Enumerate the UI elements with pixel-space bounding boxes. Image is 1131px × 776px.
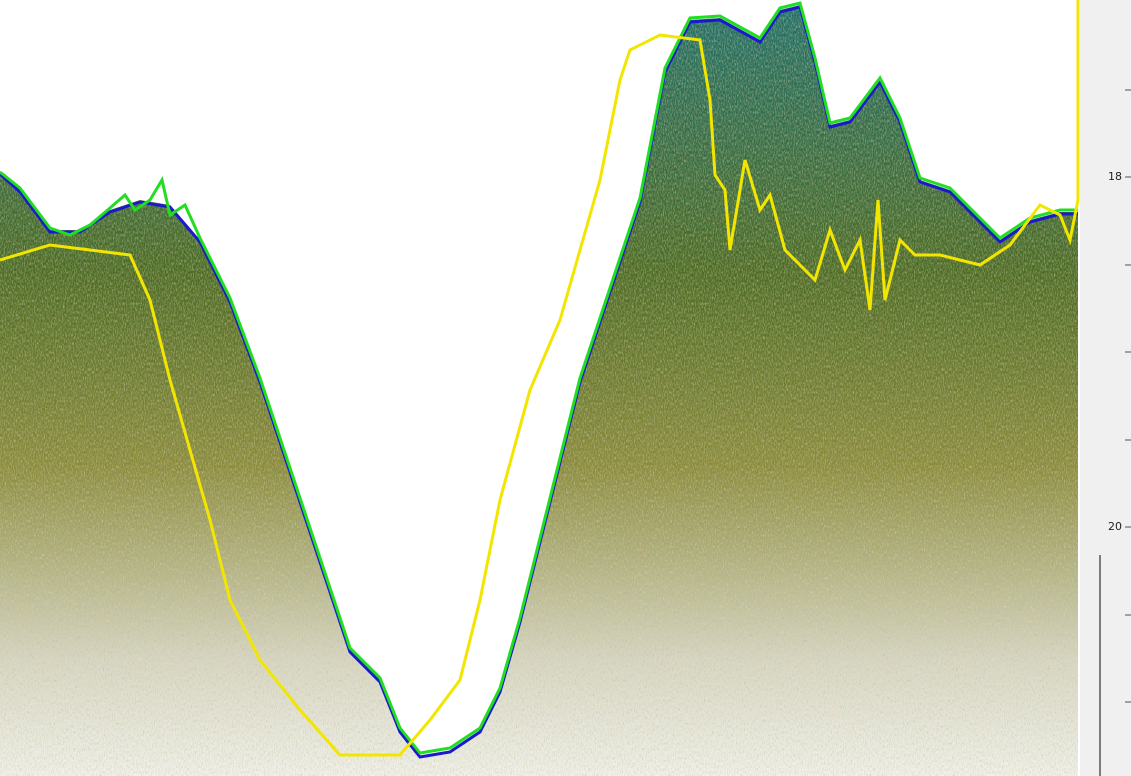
depth-scale-panel xyxy=(1080,0,1131,776)
depth-label: 20 xyxy=(1108,520,1122,533)
tracked-line xyxy=(0,0,1080,757)
bottom-detect-line xyxy=(0,1,1078,755)
depth-label: 18 xyxy=(1108,170,1122,183)
